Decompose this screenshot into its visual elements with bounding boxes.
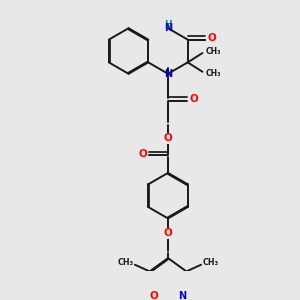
Text: CH₃: CH₃ bbox=[206, 69, 221, 78]
Text: CH₃: CH₃ bbox=[202, 257, 219, 266]
Text: H: H bbox=[164, 20, 172, 29]
Text: O: O bbox=[189, 94, 198, 104]
Text: N: N bbox=[164, 23, 172, 33]
Text: O: O bbox=[138, 149, 147, 159]
Text: O: O bbox=[150, 291, 158, 300]
Text: O: O bbox=[208, 33, 216, 43]
Text: O: O bbox=[164, 133, 172, 143]
Text: CH₃: CH₃ bbox=[206, 47, 221, 56]
Text: N: N bbox=[164, 69, 172, 79]
Text: O: O bbox=[164, 228, 172, 238]
Text: N: N bbox=[178, 291, 186, 300]
Text: CH₃: CH₃ bbox=[118, 257, 134, 266]
